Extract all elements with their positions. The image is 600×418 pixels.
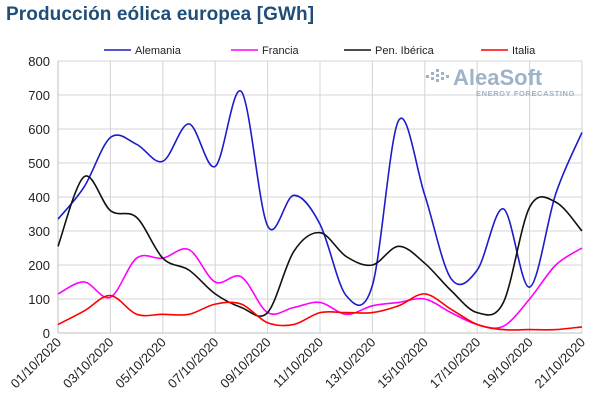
x-tick-label: 17/10/2020 [427,335,484,392]
y-tick-label: 100 [28,292,50,307]
x-tick-label: 19/10/2020 [479,335,536,392]
x-tick-label: 01/10/2020 [7,335,64,392]
x-tick-label: 05/10/2020 [112,335,169,392]
x-tick-labels: 01/10/202003/10/202005/10/202007/10/2020… [7,335,588,392]
x-tick-label: 11/10/2020 [270,335,326,391]
legend-label-alemania: Alemania [135,45,182,57]
logo-tagline: ENERGY FORECASTING [476,89,575,98]
y-tick-label: 0 [43,326,50,341]
series-group [57,90,583,331]
aleasoft-logo: AleaSoft ENERGY FORECASTING [426,65,575,98]
y-tick-label: 800 [28,54,50,69]
y-tick-label: 500 [28,156,50,171]
x-tick-label: 21/10/2020 [531,335,588,392]
series-line-pen-iberica [57,175,583,318]
chart-title: Producción eólica europea [GWh] [6,4,315,25]
y-tick-label: 400 [28,190,50,205]
legend: Alemania Francia Pen. Ibérica Italia [104,45,536,57]
y-tick-label: 200 [28,258,50,273]
legend-label-pen-iberica: Pen. Ibérica [375,45,435,57]
y-tick-labels: 0 100 200 300 400 500 600 700 800 [28,54,50,341]
y-tick-label: 700 [28,88,50,103]
grid [58,60,583,334]
x-tick-label: 13/10/2020 [322,335,379,392]
y-tick-label: 300 [28,224,50,239]
series-line-alemania [57,90,583,307]
series-line-italia [57,293,583,331]
legend-label-italia: Italia [512,45,536,57]
logo-name: AleaSoft [453,65,543,90]
logo-dots-icon [426,69,449,82]
x-tick-label: 09/10/2020 [217,335,274,392]
x-tick-label: 07/10/2020 [165,335,222,392]
axes [57,61,582,334]
y-tick-label: 600 [28,122,50,137]
legend-label-francia: Francia [262,45,300,57]
x-tick-label: 15/10/2020 [374,335,431,392]
x-tick-label: 03/10/2020 [60,335,117,392]
